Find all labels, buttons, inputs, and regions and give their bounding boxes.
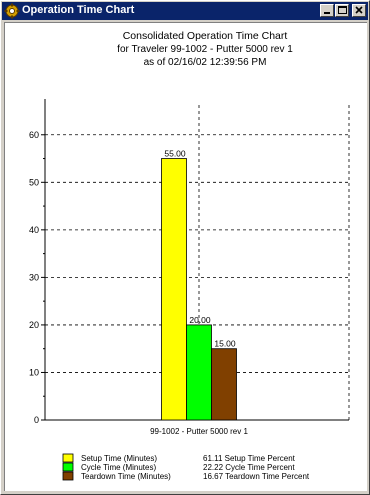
minimize-button[interactable] (320, 4, 334, 17)
minimize-icon (324, 12, 330, 14)
chart: Consolidated Operation Time Chart for Tr… (29, 30, 350, 481)
y-tick-label: 20 (29, 320, 39, 330)
close-icon (355, 6, 363, 14)
bar-value-label: 15.00 (214, 339, 236, 349)
app-icon[interactable] (4, 3, 20, 19)
percent-entry: 22.22 Cycle Time Percent (203, 463, 295, 472)
y-tick-label: 10 (29, 367, 39, 377)
plot-area: 0 10 20 30 40 50 60 55.00 20.00 15.00 99-1002 - Pu… (29, 99, 350, 481)
y-tick-label: 60 (29, 130, 39, 140)
chart-area: Consolidated Operation Time Chart for Tr… (4, 22, 367, 491)
title-bar[interactable]: Operation Time Chart (2, 2, 368, 20)
bar-1 (161, 158, 187, 421)
y-tick-label: 40 (29, 225, 39, 235)
y-tick-label: 0 (34, 415, 39, 425)
y-tick-label: 30 (29, 272, 39, 282)
percent-entry: 16.67 Teardown Time Percent (203, 472, 310, 481)
bar-value-label: 20.00 (189, 315, 211, 325)
y-tick-label: 50 (29, 177, 39, 187)
maximize-button[interactable] (335, 4, 349, 17)
legend-entry: Teardown Time (Minutes) (81, 472, 171, 481)
x-category-label: 99-1002 - Putter 5000 rev 1 (150, 427, 248, 436)
chart-title: Consolidated Operation Time Chart (123, 30, 288, 42)
chart-subtitle-line-2: as of 02/16/02 12:39:56 PM (144, 57, 267, 68)
legend-swatch (62, 471, 74, 481)
legend-entry: Cycle Time (Minutes) (81, 463, 156, 472)
chart-subtitle-line-1: for Traveler 99-1002 - Putter 5000 rev 1 (117, 44, 293, 55)
window-title: Operation Time Chart (22, 4, 135, 16)
maximize-icon (338, 6, 347, 14)
bar-3 (211, 348, 237, 421)
percent-entry: 61.11 Setup Time Percent (203, 454, 296, 463)
legend-entry: Setup Time (Minutes) (81, 454, 157, 463)
legend-swatch (62, 462, 74, 472)
legend-swatch (62, 453, 74, 463)
bar-value-label: 55.00 (164, 149, 186, 159)
bar-2 (186, 324, 212, 421)
close-button[interactable] (352, 4, 366, 17)
